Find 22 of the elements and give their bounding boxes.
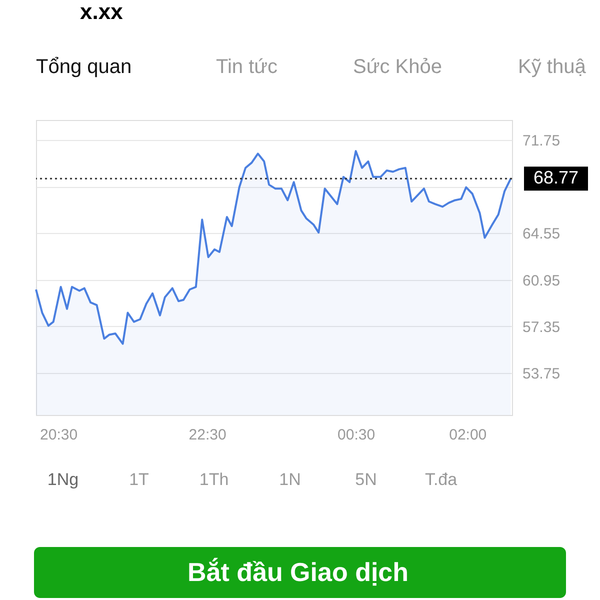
y-tick-label: 57.35 [522,318,560,336]
text: 1N [279,470,301,489]
text: Kỹ thuậ [518,56,587,78]
text: 5N [355,470,377,489]
text: Sức Khỏe [353,56,442,78]
y-tick-label: 71.75 [522,132,560,150]
text: Tổng quan [36,56,132,78]
y-tick-label: 64.55 [522,226,560,243]
x-tick-label: 20:30 [40,426,78,444]
text: x.xx [80,0,124,24]
x-tick-label: 02:00 [449,426,487,444]
x-tick-label: 00:30 [338,426,376,444]
y-tick-label: 53.75 [522,365,560,382]
text: 1Ng [47,470,79,489]
text: Bắt đầu Giao dịch [187,557,409,587]
ref-line-label: 68.77 [533,168,579,188]
text: T.đa [424,470,458,489]
text: 1T [129,470,149,489]
text: 1Th [199,470,229,489]
text: Tin tức [216,56,278,78]
y-tick-label: 60.95 [522,272,560,290]
x-tick-label: 22:30 [188,426,226,444]
